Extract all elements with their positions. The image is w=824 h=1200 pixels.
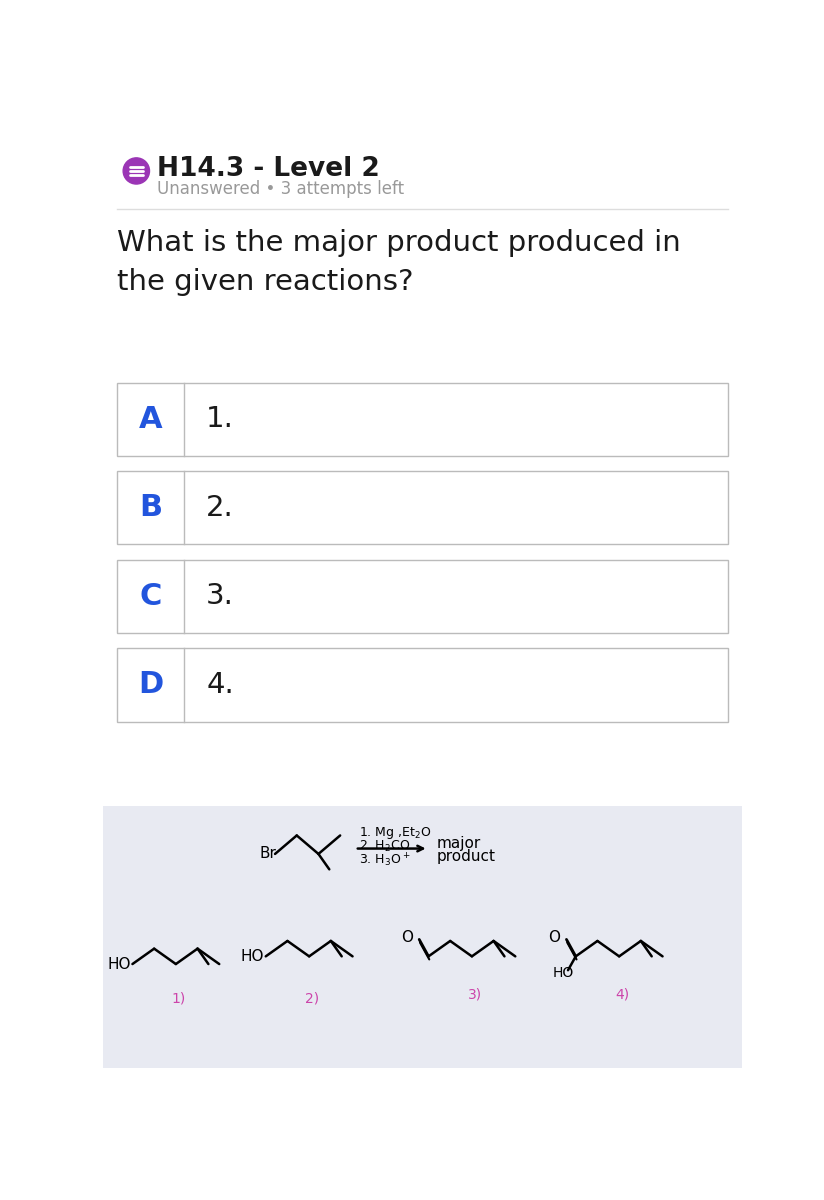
Text: O: O bbox=[401, 930, 413, 946]
Text: 4): 4) bbox=[616, 988, 630, 1001]
Text: 3): 3) bbox=[468, 988, 482, 1001]
Circle shape bbox=[123, 158, 149, 184]
Text: 3.: 3. bbox=[206, 582, 234, 611]
Text: O: O bbox=[548, 930, 560, 946]
Text: major: major bbox=[436, 835, 480, 851]
Text: Br: Br bbox=[260, 846, 276, 862]
FancyBboxPatch shape bbox=[117, 648, 728, 721]
Bar bbox=[103, 144, 742, 806]
Text: 2): 2) bbox=[305, 991, 320, 1006]
FancyBboxPatch shape bbox=[117, 383, 728, 456]
Text: B: B bbox=[139, 493, 162, 522]
Text: 1. Mg ,Et$_2$O: 1. Mg ,Et$_2$O bbox=[358, 826, 431, 841]
Text: 4.: 4. bbox=[206, 671, 234, 698]
Text: 1.: 1. bbox=[206, 406, 234, 433]
Text: HO: HO bbox=[107, 956, 131, 972]
Text: 2. H$_2$CO: 2. H$_2$CO bbox=[358, 839, 410, 853]
Text: What is the major product produced in
the given reactions?: What is the major product produced in th… bbox=[117, 229, 681, 295]
Text: Unanswered • 3 attempts left: Unanswered • 3 attempts left bbox=[157, 180, 405, 198]
Text: 2.: 2. bbox=[206, 494, 234, 522]
Text: C: C bbox=[139, 582, 162, 611]
Bar bbox=[103, 806, 742, 1068]
Text: D: D bbox=[138, 671, 163, 700]
Text: 3. H$_3$O$^+$: 3. H$_3$O$^+$ bbox=[358, 852, 410, 869]
FancyBboxPatch shape bbox=[117, 559, 728, 632]
FancyBboxPatch shape bbox=[117, 472, 728, 545]
Text: H14.3 - Level 2: H14.3 - Level 2 bbox=[157, 156, 380, 181]
Text: HO: HO bbox=[241, 949, 265, 964]
Text: A: A bbox=[139, 404, 162, 433]
Text: 1): 1) bbox=[172, 991, 186, 1006]
Text: HO: HO bbox=[553, 966, 574, 980]
Text: product: product bbox=[436, 848, 495, 864]
